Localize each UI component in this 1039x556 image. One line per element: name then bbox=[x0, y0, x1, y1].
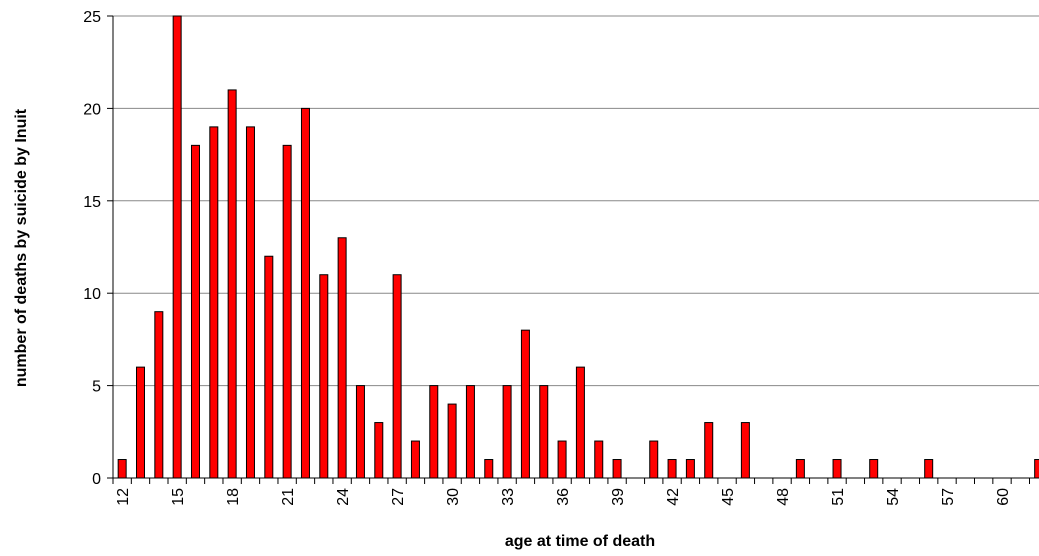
x-tick-label: 51 bbox=[830, 488, 847, 506]
bar bbox=[319, 274, 329, 479]
x-tick-label: 18 bbox=[225, 488, 242, 506]
bar bbox=[465, 385, 475, 479]
bar bbox=[355, 385, 365, 479]
x-tick-label: 45 bbox=[720, 488, 737, 506]
x-tick-label: 33 bbox=[500, 488, 517, 506]
y-tick-label: 20 bbox=[83, 101, 101, 118]
bar bbox=[135, 366, 145, 479]
bar bbox=[502, 385, 512, 479]
bar bbox=[575, 366, 585, 479]
x-tick-label: 42 bbox=[665, 488, 682, 506]
bar bbox=[1034, 459, 1039, 479]
bar bbox=[832, 459, 842, 479]
bar bbox=[300, 107, 310, 479]
bar bbox=[245, 126, 255, 479]
x-tick-label: 36 bbox=[555, 488, 572, 506]
x-tick-label: 30 bbox=[445, 488, 462, 506]
x-tick-label: 39 bbox=[610, 488, 627, 506]
x-tick-label: 12 bbox=[115, 488, 132, 506]
bar bbox=[924, 459, 934, 479]
x-tick-label: 21 bbox=[280, 488, 297, 506]
bar bbox=[117, 459, 127, 479]
bar bbox=[209, 126, 219, 479]
bar bbox=[410, 440, 420, 479]
x-tick-label: 60 bbox=[995, 488, 1012, 506]
bar bbox=[282, 144, 292, 479]
bar bbox=[190, 144, 200, 479]
x-tick-label: 54 bbox=[885, 488, 902, 506]
bar bbox=[612, 459, 622, 479]
bar bbox=[685, 459, 695, 479]
y-tick-label: 0 bbox=[92, 471, 101, 488]
x-tick-label: 24 bbox=[335, 488, 352, 506]
bar bbox=[520, 329, 530, 479]
bar bbox=[594, 440, 604, 479]
bar bbox=[649, 440, 659, 479]
bar bbox=[447, 403, 457, 479]
bar bbox=[374, 422, 384, 479]
bar bbox=[227, 89, 237, 479]
bar bbox=[704, 422, 714, 479]
bar bbox=[539, 385, 549, 479]
x-tick-label: 57 bbox=[940, 488, 957, 506]
bar bbox=[154, 311, 164, 479]
x-axis-title: age at time of death bbox=[505, 533, 655, 550]
bar bbox=[557, 440, 567, 479]
x-tick-label: 15 bbox=[170, 488, 187, 506]
y-axis-title: number of deaths by suicide by Inuit bbox=[13, 108, 30, 387]
bar bbox=[264, 255, 274, 479]
y-tick-label: 10 bbox=[83, 286, 101, 303]
bar bbox=[392, 274, 402, 479]
y-tick-label: 15 bbox=[83, 194, 101, 211]
y-tick-label: 5 bbox=[92, 379, 101, 396]
bar bbox=[484, 459, 494, 479]
bar bbox=[667, 459, 677, 479]
x-tick-label: 27 bbox=[390, 488, 407, 506]
bar bbox=[740, 422, 750, 479]
bar bbox=[429, 385, 439, 479]
bar bbox=[795, 459, 805, 479]
bar bbox=[172, 15, 182, 479]
bar bbox=[869, 459, 879, 479]
bar bbox=[337, 237, 347, 479]
y-tick-label: 25 bbox=[83, 9, 101, 26]
x-tick-label: 48 bbox=[775, 488, 792, 506]
